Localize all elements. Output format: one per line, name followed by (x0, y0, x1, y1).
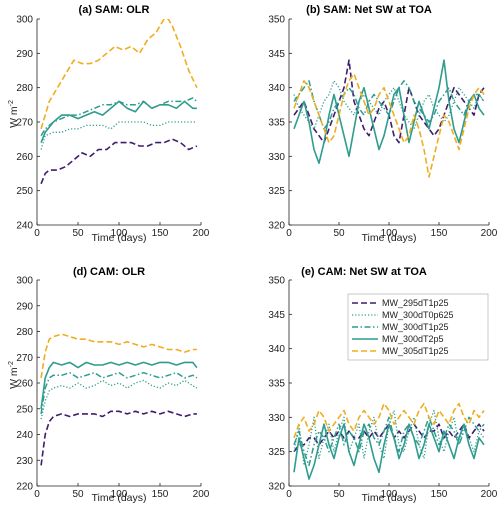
y-tick-label: 320 (268, 221, 285, 232)
x-tick-label: 200 (481, 228, 498, 239)
legend-label: MW_300dT1p25 (382, 322, 449, 332)
y-tick-label: 270 (16, 353, 33, 364)
y-tick-label: 350 (268, 276, 285, 287)
x-tick-label: 50 (72, 228, 84, 239)
x-tick-label: 200 (193, 489, 210, 500)
series-group (293, 402, 485, 480)
legend: MW_295dT1p25 MW_300dT0p625 MW_300dT1p25 MW_… (347, 293, 489, 361)
y-tick-label: 280 (16, 83, 33, 94)
y-tick-label: 250 (16, 404, 33, 415)
x-tick-label: 200 (193, 228, 210, 239)
y-tick-label: 270 (16, 118, 33, 129)
panel-cam-olr: (d) CAM: OLR W m-2 Time (days) 220 230 240… (8, 266, 210, 504)
y-tick-label: 325 (268, 447, 285, 458)
y-axis-label-superscript: -2 (8, 100, 15, 106)
series-line-mw_300dt1p25 (293, 416, 485, 467)
y-tick-label: 260 (16, 152, 33, 163)
panel-title: (a) SAM: OLR (79, 4, 150, 16)
series-line-mw_305dt1p25 (40, 333, 197, 379)
x-tick-label: 0 (286, 228, 292, 239)
x-tick-label: 50 (333, 489, 345, 500)
x-tick-label: 150 (431, 228, 448, 239)
x-tick-label: 100 (381, 228, 398, 239)
x-tick-label: 0 (286, 489, 292, 500)
series-line-mw_300dt2p5 (293, 423, 485, 480)
series-line-mw_300dt2p5 (293, 59, 485, 164)
y-tick-label: 350 (268, 15, 285, 26)
series-line-mw_305dt1p25 (293, 73, 485, 178)
series-line-mw_300dt0p625 (40, 379, 198, 420)
series-line-mw_295dt1p25 (293, 423, 485, 453)
series-group (293, 59, 485, 178)
panel-title: (e) CAM: Net SW at TOA (301, 266, 427, 278)
y-tick-label: 260 (16, 379, 33, 390)
y-axis-label: W m-2 (8, 100, 20, 128)
x-axis-label: Time (days) (361, 492, 416, 504)
series-line-mw_300dt1p25 (293, 80, 485, 130)
y-tick-label: 345 (268, 49, 285, 60)
x-tick-label: 50 (333, 228, 345, 239)
y-axis-label-superscript: -2 (8, 361, 15, 367)
x-axis-label: Time (days) (91, 492, 146, 504)
legend-label: MW_305dT1p25 (382, 346, 449, 356)
x-tick-label: 0 (34, 489, 40, 500)
x-tick-label: 150 (152, 489, 169, 500)
x-tick-label: 0 (34, 228, 40, 239)
y-axis-label: W m-2 (8, 361, 20, 389)
series-line-mw_300dt1p25 (40, 97, 198, 137)
series-line-mw_295dt1p25 (293, 59, 485, 144)
x-tick-label: 200 (481, 489, 498, 500)
y-tick-label: 280 (16, 327, 33, 338)
panel-title: (b) SAM: Net SW at TOA (306, 4, 432, 16)
y-tick-label: 340 (268, 344, 285, 355)
legend-label: MW_295dT1p25 (382, 298, 449, 308)
y-tick-label: 290 (16, 49, 33, 60)
y-tick-label: 330 (268, 413, 285, 424)
legend-label: MW_300dT0p625 (382, 310, 454, 320)
y-tick-label: 300 (16, 15, 33, 26)
x-axis-label: Time (days) (91, 232, 146, 244)
series-line-mw_305dt1p25 (293, 402, 485, 439)
legend-box (347, 293, 489, 361)
series-line-mw_300dt1p25 (40, 371, 198, 415)
series-line-mw_300dt2p5 (40, 361, 198, 409)
panel-cam-net-sw: (e) CAM: Net SW at TOA Time (days) 320 32… (268, 266, 497, 504)
series-line-mw_305dt1p25 (40, 19, 198, 130)
panel-title: (d) CAM: OLR (73, 266, 145, 278)
y-axis-label-text: W m (8, 367, 20, 389)
y-tick-label: 230 (16, 456, 33, 467)
series-line-mw_300dt0p625 (40, 121, 197, 150)
y-tick-label: 320 (268, 482, 285, 493)
x-tick-label: 100 (381, 489, 398, 500)
y-tick-label: 220 (16, 482, 33, 493)
x-tick-label: 150 (431, 489, 448, 500)
y-tick-label: 330 (268, 152, 285, 163)
x-tick-label: 100 (111, 489, 128, 500)
series-line-mw_300dt2p5 (40, 100, 197, 143)
legend-label: MW_300dT2p5 (382, 334, 444, 344)
y-tick-label: 345 (268, 310, 285, 321)
series-line-mw_295dt1p25 (40, 138, 198, 185)
x-tick-label: 50 (72, 489, 84, 500)
series-line-mw_300dt0p625 (293, 80, 485, 130)
y-tick-label: 300 (16, 276, 33, 287)
y-tick-label: 325 (268, 186, 285, 197)
panel-sam-olr: (a) SAM: OLR W m-2 Time (days) 240 250 260… (8, 4, 210, 244)
x-tick-label: 150 (152, 228, 169, 239)
x-tick-label: 100 (111, 228, 128, 239)
y-tick-label: 290 (16, 301, 33, 312)
y-tick-label: 240 (16, 430, 33, 441)
panel-sam-net-sw: (b) SAM: Net SW at TOA Time (days) 320 32… (268, 4, 497, 244)
series-line-mw_295dt1p25 (40, 410, 197, 466)
y-tick-label: 240 (16, 221, 33, 232)
y-tick-label: 340 (268, 83, 285, 94)
y-tick-label: 250 (16, 186, 33, 197)
y-tick-label: 335 (268, 379, 285, 390)
series-group (40, 333, 198, 466)
series-group (40, 19, 198, 185)
x-axis-label: Time (days) (361, 232, 416, 244)
y-axis-label-text: W m (8, 106, 20, 128)
y-tick-label: 335 (268, 118, 285, 129)
